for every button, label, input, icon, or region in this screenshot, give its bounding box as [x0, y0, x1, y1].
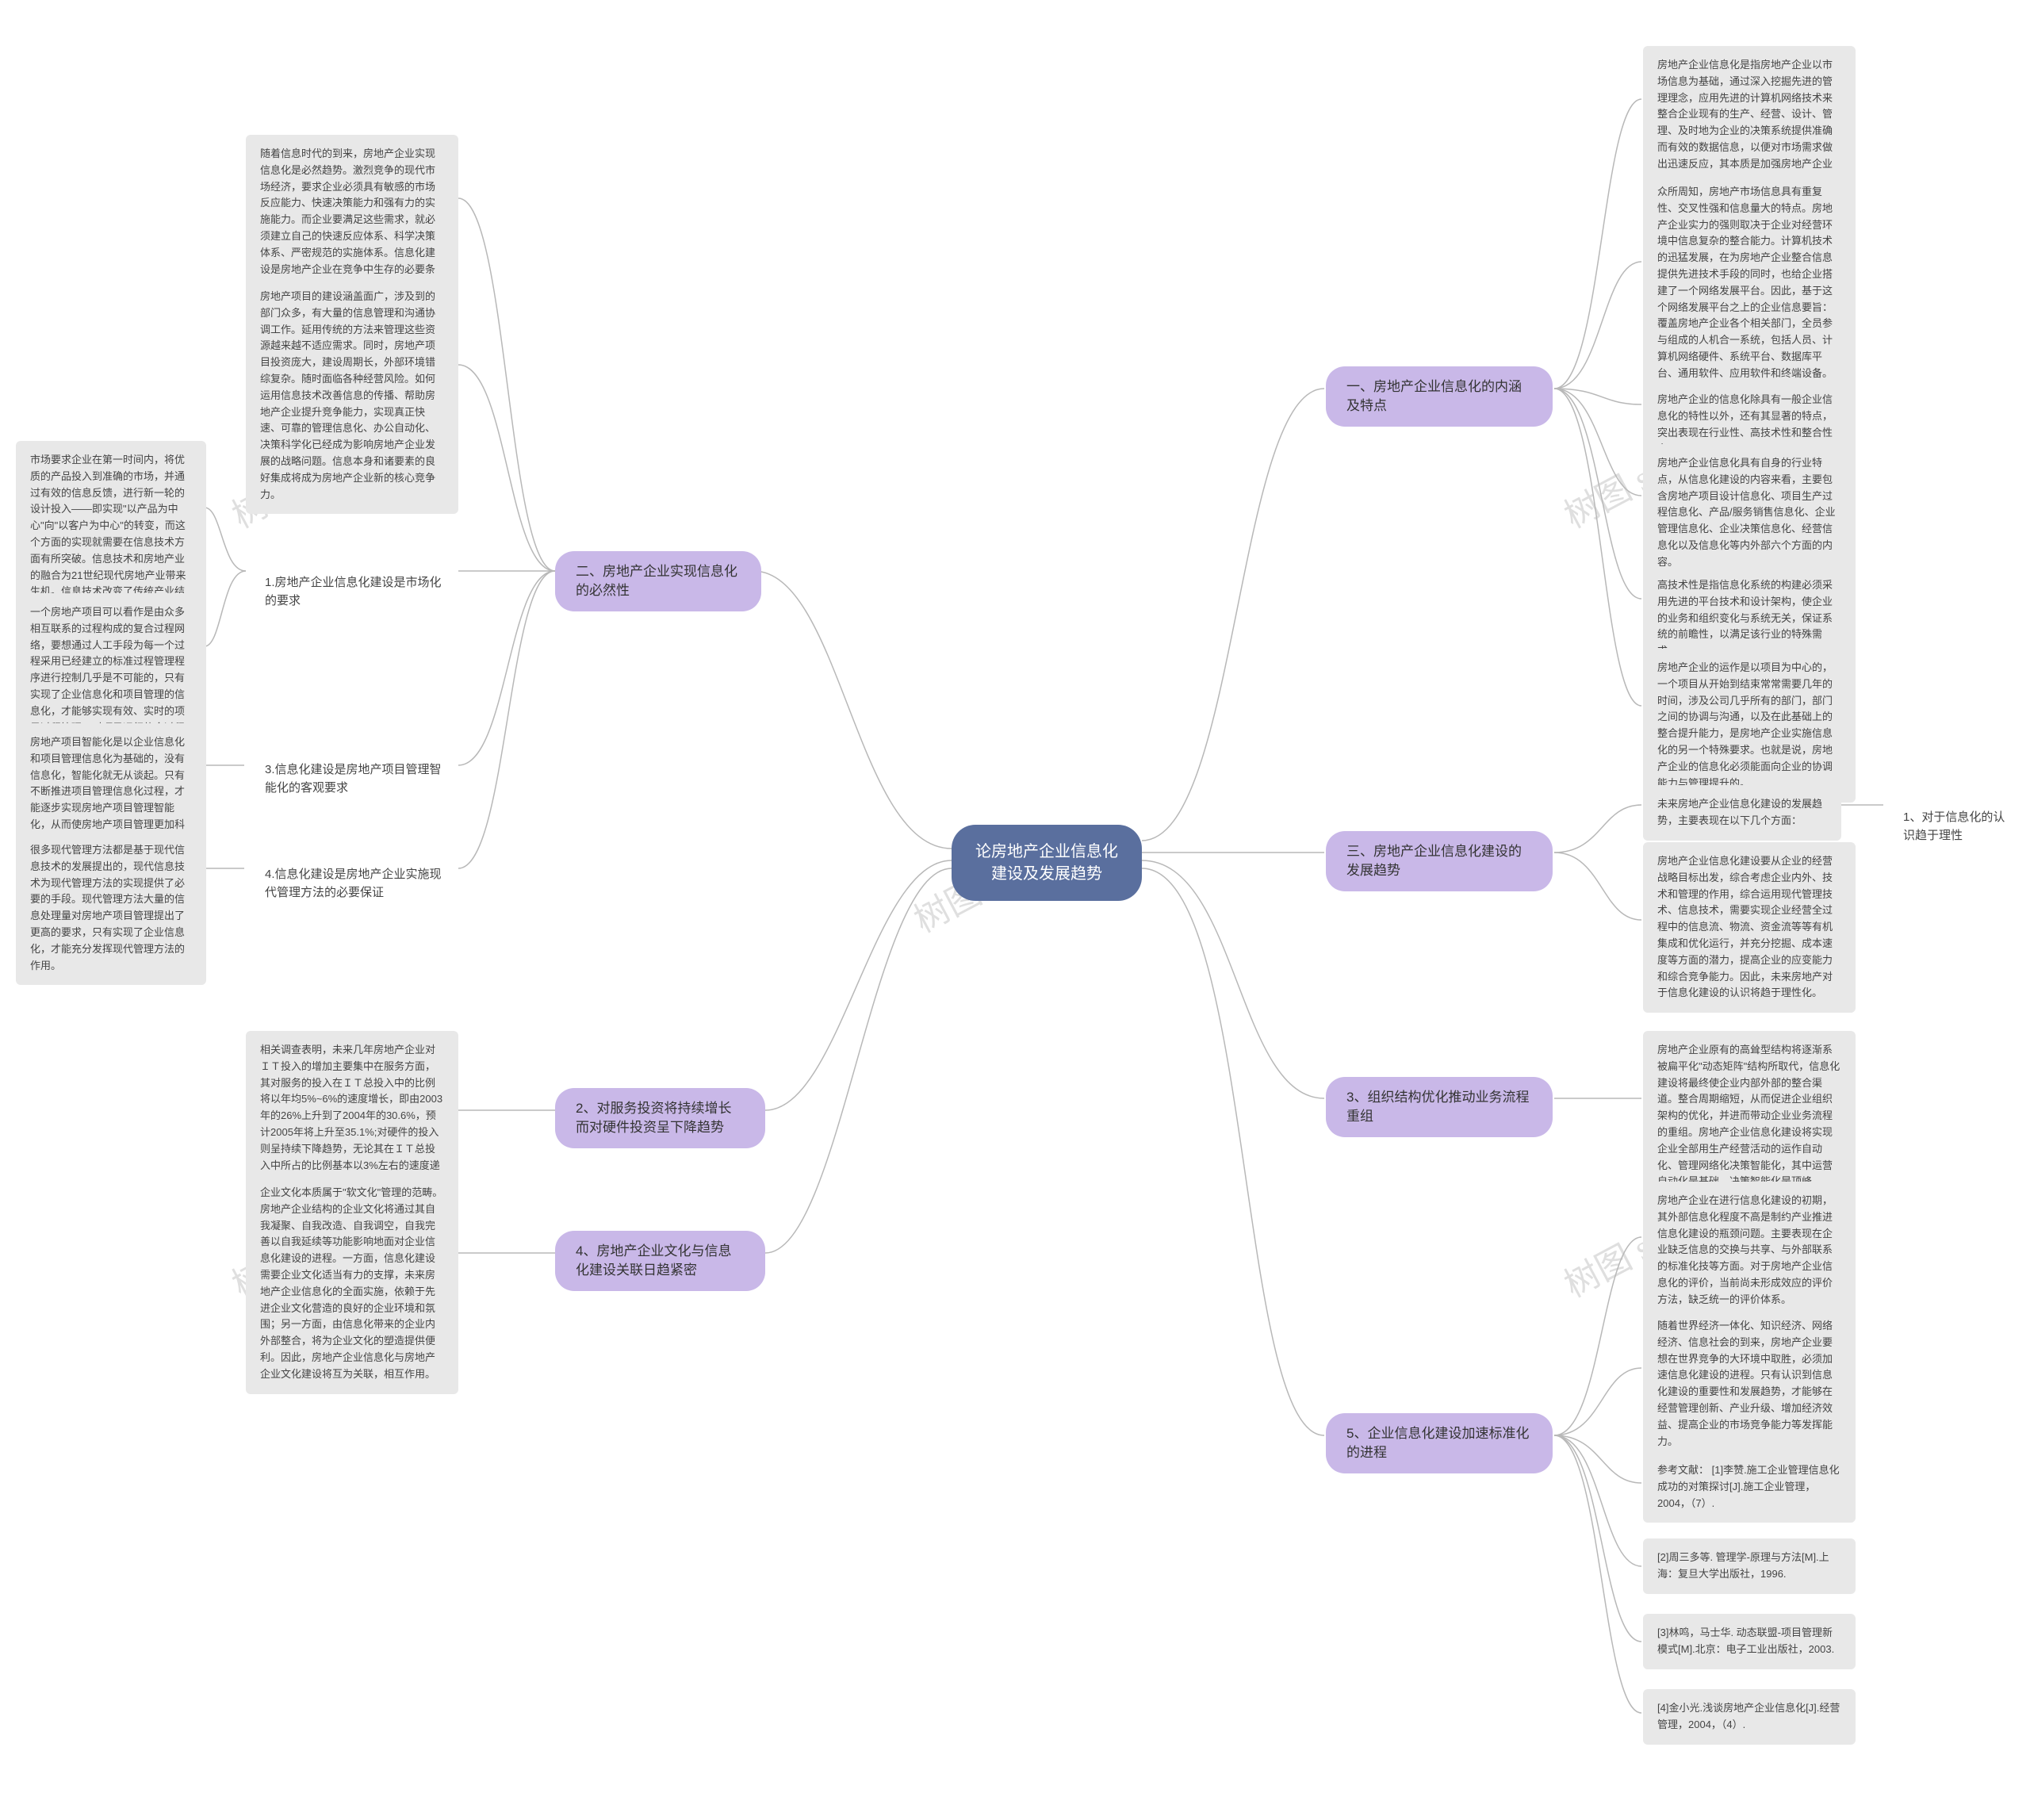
leaf-r3-5: [4]金小光.浅谈房地产企业信息化[J].经营管理，2004，（4）.	[1643, 1689, 1856, 1745]
root-node: 论房地产企业信息化建设及发展趋势	[952, 825, 1142, 901]
leaf-r2-0: 房地产企业原有的高耸型结构将逐渐系被扁平化"动态矩阵"结构所取代，信息化建设将最…	[1643, 1031, 1856, 1201]
leaf-r3-0: 房地产企业在进行信息化建设的初期，其外部信息化程度不高是制约产业推进信息化建设的…	[1643, 1182, 1856, 1320]
branch-r-0: 一、房地产企业信息化的内涵及特点	[1326, 366, 1553, 427]
leaf-r3-4: [3]林鸣，马士华. 动态联盟-项目管理新模式[M].北京：电子工业出版社，20…	[1643, 1614, 1856, 1669]
branch-l-2: 4、房地产企业文化与信息化建设关联日趋紧密	[555, 1231, 765, 1291]
leaf-r0-3: 房地产企业信息化具有自身的行业特点，从信息化建设的内容来看，主要包含房地产项目设…	[1643, 444, 1856, 582]
branch-r-1: 三、房地产企业信息化建设的发展趋势	[1326, 831, 1553, 891]
leaf-r0-5: 房地产企业的运作是以项目为中心的，一个项目从开始到结束常常需要几年的时间，涉及公…	[1643, 649, 1856, 803]
branch-l-1: 2、对服务投资将持续增长而对硬件投资呈下降趋势	[555, 1088, 765, 1148]
leaf-l0-4-0: 很多现代管理方法都是基于现代信息技术的发展提出的，现代信息技术为现代管理方法的实…	[16, 831, 206, 985]
sub-l0-4-label: 4.信息化建设是房地产企业实施现代管理方法的必要保证	[247, 855, 460, 913]
leaf-r3-3: [2]周三多等. 管理学-原理与方法[M].上海：复旦大学出版社，1996.	[1643, 1538, 1856, 1594]
leaf-l2-0: 企业文化本质属于"软文化"管理的范畴。房地产企业结构的企业文化将通过其自我凝聚、…	[246, 1174, 458, 1394]
branch-r-2: 3、组织结构优化推动业务流程重组	[1326, 1077, 1553, 1137]
leaf-r1-plain: 1、对于信息化的认识趋于理性	[1886, 798, 2028, 856]
sub-l0-3-label: 3.信息化建设是房地产项目管理智能化的客观要求	[247, 750, 460, 808]
leaf-r1-2: 房地产企业信息化建设要从企业的经营战略目标出发，综合考虑企业内外、技术和管理的作…	[1643, 842, 1856, 1013]
leaf-r3-2: 参考文献： [1]李赞.施工企业管理信息化成功的对策探讨[J].施工企业管理，2…	[1643, 1451, 1856, 1523]
leaf-r3-1: 随着世界经济一体化、知识经济、网络经济、信息社会的到来，房地产企业要想在世界竞争…	[1643, 1307, 1856, 1461]
sub-l0-2-label: 1.房地产企业信息化建设是市场化的要求	[247, 563, 463, 621]
branch-l-0: 二、房地产企业实现信息化的必然性	[555, 551, 761, 611]
branch-r-3: 5、企业信息化建设加速标准化的进程	[1326, 1413, 1553, 1473]
leaf-l0-1: 房地产项目的建设涵盖面广，涉及到的部门众多，有大量的信息管理和沟通协调工作。延用…	[246, 278, 458, 514]
leaf-r1-0: 未来房地产企业信息化建设的发展趋势，主要表现在以下几个方面：	[1643, 785, 1841, 841]
